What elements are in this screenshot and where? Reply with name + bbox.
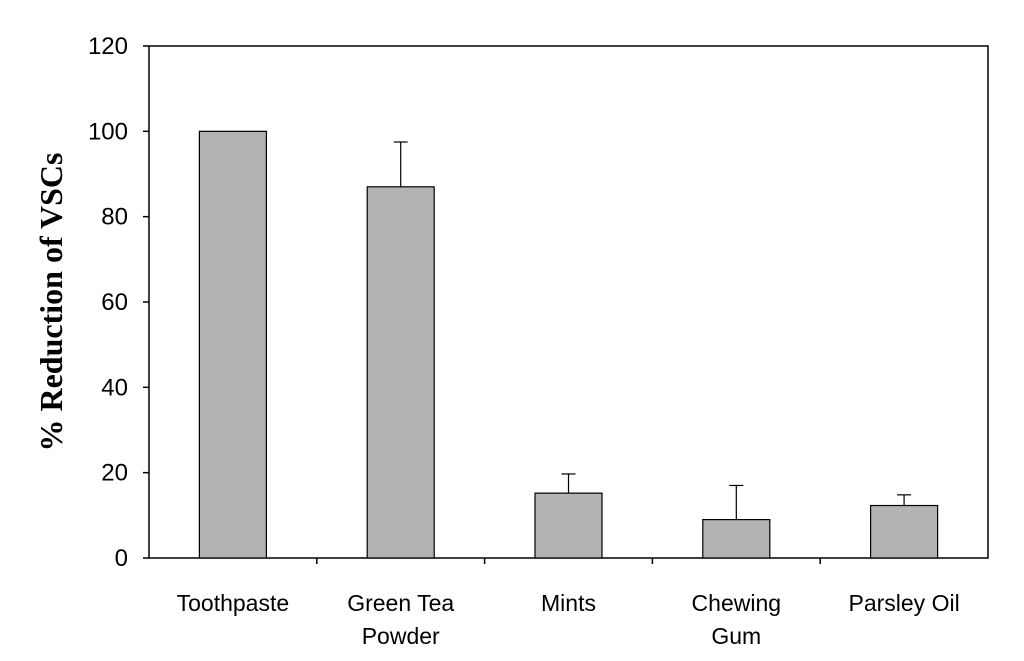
y-tick-label: 80 — [101, 204, 128, 231]
x-tick-label: Powder — [362, 623, 440, 649]
y-axis-label: % Reduction of VSCs — [33, 153, 69, 452]
plot-area: 0 20 40 60 80 100 120 Toothpaste Green Tea Powde… — [88, 33, 989, 649]
y-tick-label: 120 — [88, 33, 128, 60]
bars — [198, 130, 939, 559]
bar — [198, 130, 267, 559]
x-tick-label: Chewing — [692, 590, 782, 616]
y-tick-label: 40 — [101, 374, 128, 401]
y-tick-label: 60 — [101, 289, 128, 316]
y-tick-label: 100 — [88, 118, 128, 145]
bar — [869, 504, 939, 559]
error-bars — [393, 141, 912, 520]
y-axis-ticks: 0 20 40 60 80 100 120 — [88, 33, 149, 572]
x-axis-tick-labels: Toothpaste Green Tea Powder Mints Chewing Gum… — [177, 590, 960, 649]
bar — [366, 186, 435, 559]
x-tick-label: Gum — [711, 623, 761, 649]
y-tick-label: 0 — [115, 545, 128, 572]
x-tick-label: Toothpaste — [177, 590, 290, 616]
x-axis-ticks — [316, 558, 821, 564]
x-tick-label: Parsley Oil — [848, 590, 959, 616]
y-tick-label: 20 — [101, 460, 128, 487]
bar — [534, 492, 603, 559]
bar — [702, 518, 771, 559]
y-axis-label-group: % Reduction of VSCs — [33, 153, 69, 452]
x-tick-label: Green Tea — [347, 590, 454, 616]
x-tick-label: Mints — [541, 590, 596, 616]
